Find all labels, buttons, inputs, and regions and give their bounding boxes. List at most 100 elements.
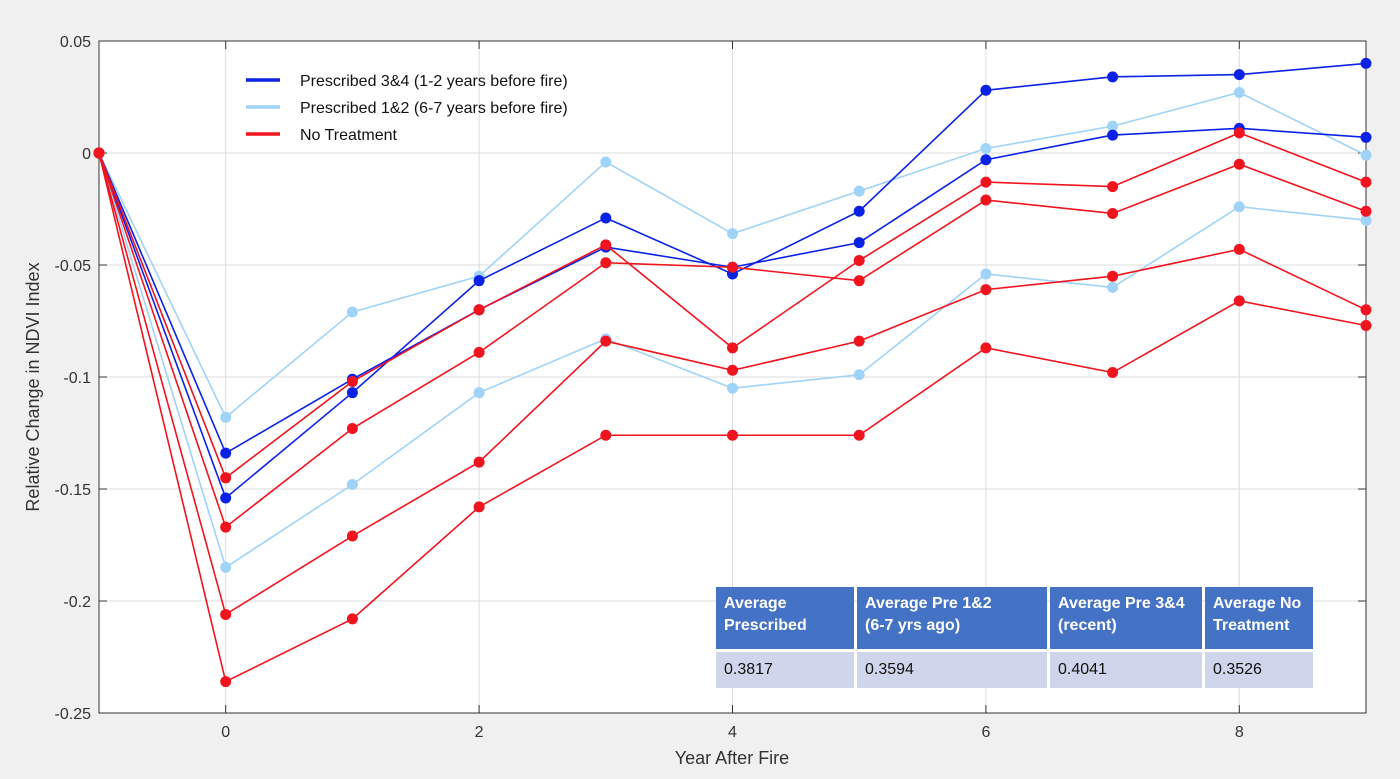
data-point	[980, 143, 992, 155]
legend-label: Prescribed 3&4 (1-2 years before fire)	[300, 73, 568, 90]
summary-value-row: 0.3817 0.3594 0.4041 0.3526	[716, 652, 1313, 688]
legend-label: No Treatment	[300, 127, 397, 144]
x-tick-label: 4	[728, 724, 737, 741]
data-point	[727, 342, 738, 354]
y-tick-label: -0.05	[55, 258, 92, 275]
data-point	[1360, 57, 1372, 69]
data-point	[600, 257, 612, 269]
data-point	[473, 456, 485, 468]
data-point	[1233, 295, 1245, 307]
data-point	[1107, 270, 1119, 282]
data-point	[853, 429, 865, 441]
data-point	[1107, 207, 1119, 219]
data-point	[980, 176, 992, 188]
data-point	[980, 84, 992, 96]
data-point	[600, 335, 612, 347]
data-point	[346, 423, 358, 435]
data-point	[853, 237, 865, 249]
legend-item: Prescribed 1&2 (6-7 years before fire)	[246, 100, 568, 117]
y-axis-title: Relative Change in NDVI Index	[23, 262, 43, 511]
legend: Prescribed 3&4 (1-2 years before fire) Pr…	[246, 73, 568, 144]
data-point	[473, 275, 485, 287]
series-5	[93, 127, 1372, 484]
x-tick-label: 8	[1235, 724, 1244, 741]
data-point	[1107, 181, 1119, 193]
data-point	[1107, 129, 1119, 141]
data-point	[220, 608, 232, 620]
x-tick-label: 2	[475, 724, 484, 741]
header-average-pre-3-4: Average Pre 3&4 (recent)	[1050, 587, 1202, 652]
data-point	[727, 364, 738, 376]
data-point	[1360, 149, 1372, 161]
data-point	[1233, 69, 1245, 81]
header-average-pre-1-2: Average Pre 1&2 (6-7 yrs ago)	[857, 587, 1047, 652]
data-point	[600, 156, 612, 168]
x-tick-label: 0	[221, 724, 230, 741]
data-point	[1360, 176, 1372, 188]
value-average-pre-1-2: 0.3594	[857, 652, 1047, 688]
data-point	[1233, 243, 1245, 255]
data-point	[600, 239, 612, 251]
data-point	[1233, 127, 1245, 139]
data-point	[1107, 71, 1119, 83]
value-average-no-treatment: 0.3526	[1205, 652, 1313, 688]
data-point	[853, 335, 865, 347]
x-axis-title: Year After Fire	[675, 748, 789, 768]
series-8	[93, 147, 1372, 688]
y-tick-label: -0.2	[63, 594, 91, 611]
data-point	[473, 346, 485, 358]
data-point	[220, 521, 232, 533]
data-point	[1360, 319, 1372, 331]
data-point	[473, 304, 485, 316]
axis-ticks: 0 2 4 6 8 0.05 0 -0.05 -0.1 -0.15 -0.2 -0.25	[55, 34, 1366, 741]
data-point	[853, 275, 865, 287]
data-point	[220, 472, 232, 484]
y-tick-label: -0.15	[55, 482, 92, 499]
data-point	[1107, 281, 1119, 293]
data-point	[1233, 158, 1245, 170]
data-point	[1360, 214, 1372, 226]
data-point	[346, 479, 358, 491]
data-point	[220, 561, 232, 573]
data-point	[980, 154, 992, 166]
data-point	[473, 387, 485, 399]
data-point	[1107, 120, 1119, 132]
data-point	[1360, 205, 1372, 217]
data-point	[1233, 201, 1245, 213]
data-point	[727, 261, 738, 273]
data-point	[980, 194, 992, 206]
data-point	[980, 342, 992, 354]
data-point	[600, 429, 612, 441]
data-point	[853, 369, 865, 381]
y-tick-label: 0	[82, 146, 91, 163]
data-point	[220, 676, 232, 688]
x-tick-label: 6	[981, 724, 990, 741]
y-tick-label: -0.25	[55, 706, 92, 723]
header-average-no-treatment: Average No Treatment	[1205, 587, 1313, 652]
data-point	[600, 212, 612, 224]
series-7	[93, 147, 1372, 620]
data-point	[93, 147, 105, 159]
data-point	[1107, 367, 1119, 379]
data-point	[1233, 87, 1245, 99]
legend-label: Prescribed 1&2 (6-7 years before fire)	[300, 100, 568, 117]
data-point	[980, 284, 992, 296]
value-average-prescribed: 0.3817	[716, 652, 854, 688]
value-average-pre-3-4: 0.4041	[1050, 652, 1202, 688]
data-point	[853, 185, 865, 197]
summary-header-row: Average Prescribed Average Pre 1&2 (6-7 …	[716, 587, 1313, 652]
data-point	[220, 492, 232, 504]
series-group	[93, 57, 1372, 688]
data-point	[727, 429, 738, 441]
data-point	[853, 255, 865, 267]
data-point	[346, 387, 358, 399]
y-tick-label: -0.1	[63, 370, 91, 387]
data-point	[220, 411, 232, 423]
data-point	[727, 382, 738, 394]
data-point	[346, 375, 358, 387]
data-point	[346, 530, 358, 542]
data-point	[980, 268, 992, 280]
data-point	[220, 447, 232, 459]
legend-item: No Treatment	[246, 127, 397, 144]
data-point	[1360, 304, 1372, 316]
